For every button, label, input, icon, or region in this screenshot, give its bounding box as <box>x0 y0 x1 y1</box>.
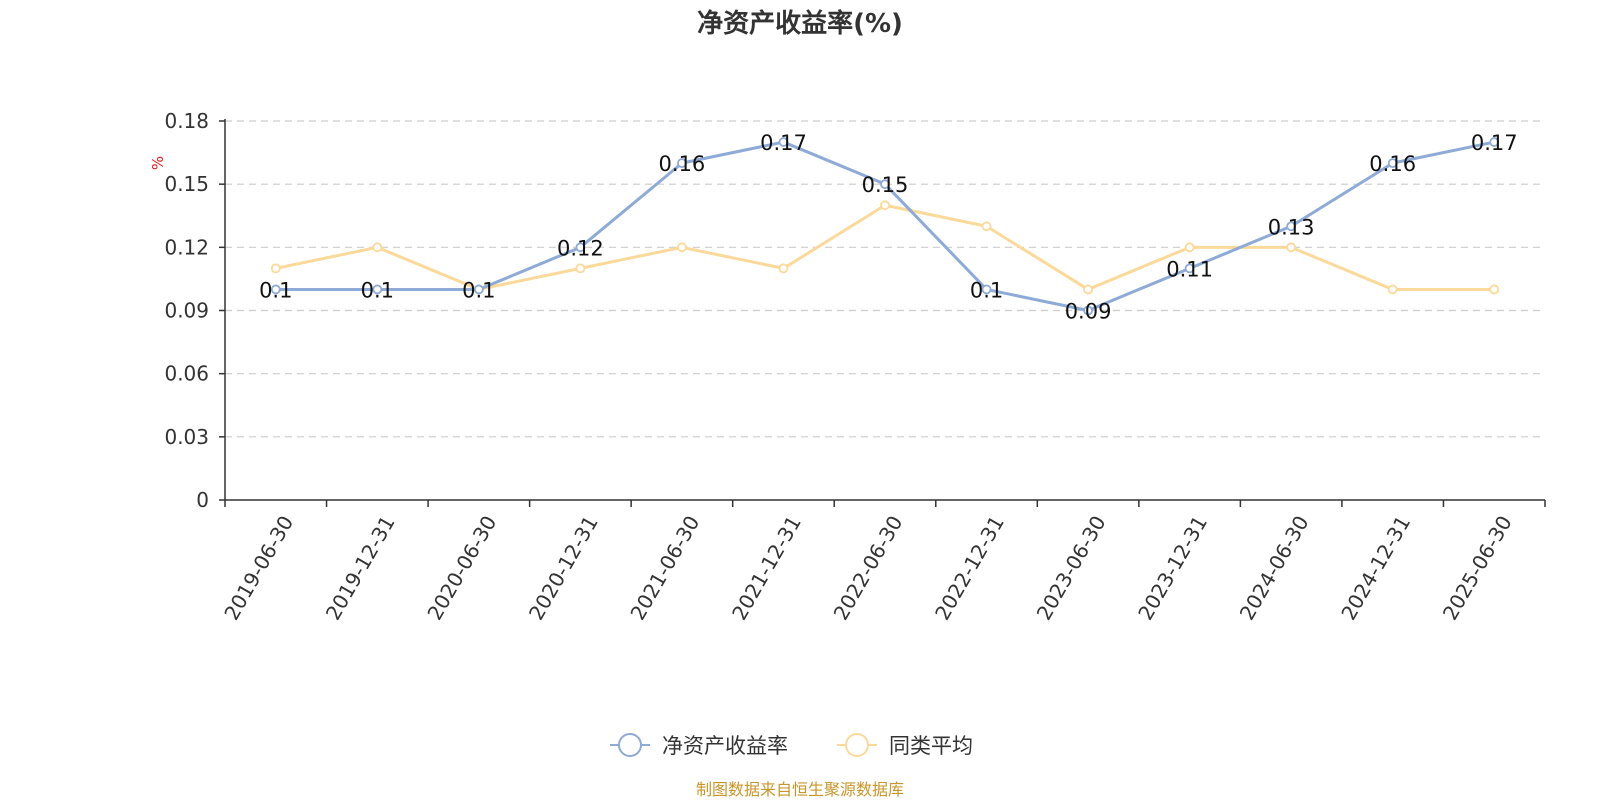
x-tick-label: 2021-12-31 <box>727 512 806 625</box>
data-label: 0.1 <box>259 278 292 302</box>
data-label: 0.16 <box>1369 152 1416 176</box>
y-tick-label: 0.12 <box>164 235 209 259</box>
data-point[interactable] <box>778 263 789 274</box>
x-tick-label: 2019-06-30 <box>219 512 298 625</box>
data-point[interactable] <box>1286 221 1297 232</box>
data-label: 0.1 <box>462 278 495 302</box>
data-label: 0.15 <box>862 173 909 197</box>
legend-circle-icon <box>618 733 642 757</box>
data-label: 0.11 <box>1166 257 1213 281</box>
legend-circle-icon <box>845 733 869 757</box>
data-labels: 0.1 0.1 0.1 0.12 0.16 0.17 0.15 0.1 0.09 0.11 0.13… <box>259 131 1518 323</box>
data-point[interactable] <box>1083 284 1093 295</box>
data-point[interactable] <box>778 137 789 147</box>
grid-lines <box>225 120 1545 438</box>
y-tick-label: 0.06 <box>164 362 209 386</box>
data-point[interactable] <box>981 284 992 295</box>
data-point[interactable] <box>473 284 484 295</box>
data-point[interactable] <box>372 284 383 295</box>
legend-item-average[interactable]: 同类平均 <box>837 733 973 758</box>
y-tick-label: 0 <box>196 488 209 512</box>
data-point[interactable] <box>677 158 687 169</box>
data-point[interactable] <box>575 242 586 253</box>
data-point[interactable] <box>372 242 383 253</box>
data-point[interactable] <box>880 179 890 190</box>
y-tick-label: 0.03 <box>164 425 209 449</box>
x-tick-label: 2024-06-30 <box>1235 512 1314 625</box>
series-layer <box>270 137 1500 316</box>
data-point[interactable] <box>1489 284 1500 295</box>
data-point[interactable] <box>1184 242 1195 253</box>
x-tick-label: 2020-12-31 <box>524 512 603 625</box>
data-point[interactable] <box>1489 137 1500 147</box>
legend-item-main[interactable]: 净资产收益率 <box>610 733 788 758</box>
data-label: 0.13 <box>1268 215 1315 239</box>
data-point[interactable] <box>575 263 586 274</box>
x-tick-label: 2019-12-31 <box>321 512 400 625</box>
data-point[interactable] <box>1184 263 1195 274</box>
data-label: 0.1 <box>970 278 1003 302</box>
axes: 0 0.03 0.06 0.09 0.12 0.15 0.18 2019-06-30 2019-… <box>164 109 1546 625</box>
x-tick-label: 2023-06-30 <box>1032 512 1111 625</box>
x-tick-label: 2020-06-30 <box>422 512 501 625</box>
x-tick-label: 2024-12-31 <box>1336 512 1415 625</box>
y-tick-label: 0.18 <box>164 109 209 133</box>
legend[interactable]: 净资产收益率 同类平均 <box>610 733 973 758</box>
chart-title: 净资产收益率(%) <box>697 8 903 39</box>
data-point[interactable] <box>880 200 890 211</box>
data-point[interactable] <box>1387 284 1398 295</box>
x-tick-label: 2022-12-31 <box>930 512 1009 625</box>
y-tick-label: 0.15 <box>164 172 209 196</box>
data-point[interactable] <box>1387 158 1398 169</box>
legend-label: 同类平均 <box>889 734 973 758</box>
data-source-note: 制图数据来自恒生聚源数据库 <box>696 780 904 799</box>
x-tick-label: 2023-12-31 <box>1133 512 1212 625</box>
data-point[interactable] <box>1083 305 1093 316</box>
y-axis-unit: % <box>149 156 167 170</box>
data-label: 0.12 <box>557 236 604 260</box>
data-label: 0.1 <box>361 278 394 302</box>
data-point[interactable] <box>981 221 992 232</box>
data-label: 0.16 <box>659 152 706 176</box>
data-point[interactable] <box>270 284 281 295</box>
data-label: 0.17 <box>1471 131 1518 155</box>
x-tick-label: 2022-06-30 <box>829 512 908 625</box>
data-point[interactable] <box>1286 242 1297 253</box>
data-point[interactable] <box>270 263 281 274</box>
x-tick-label: 2025-06-30 <box>1438 512 1517 625</box>
data-point[interactable] <box>677 242 687 253</box>
y-tick-label: 0.09 <box>164 299 209 323</box>
legend-label: 净资产收益率 <box>662 734 788 758</box>
data-label: 0.09 <box>1065 300 1112 324</box>
x-tick-label: 2021-06-30 <box>625 512 704 625</box>
data-label: 0.17 <box>760 131 807 155</box>
series-main <box>270 137 1500 316</box>
